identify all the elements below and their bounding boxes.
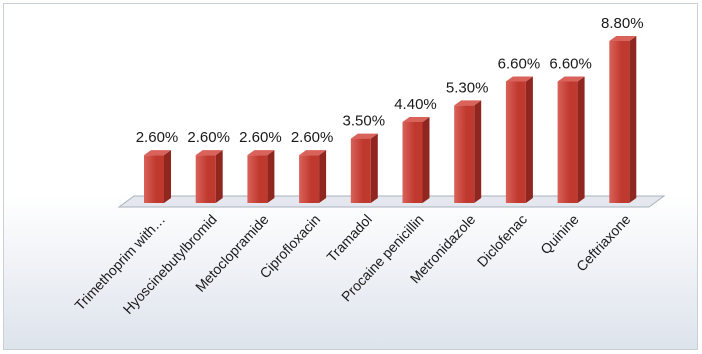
value-label: 2.60% bbox=[136, 129, 179, 146]
bar-top bbox=[299, 150, 327, 156]
bar-8 bbox=[505, 76, 533, 203]
value-label: 4.40% bbox=[394, 96, 437, 113]
bar-side bbox=[474, 100, 482, 203]
bar-top bbox=[505, 76, 533, 82]
value-label: 3.50% bbox=[343, 113, 386, 130]
value-label: 2.60% bbox=[187, 129, 230, 146]
bar-side bbox=[267, 150, 275, 203]
bar-side bbox=[370, 133, 378, 203]
value-label: 5.30% bbox=[446, 79, 489, 96]
value-label: 2.60% bbox=[239, 129, 282, 146]
bar-front bbox=[402, 122, 423, 203]
bar-top bbox=[195, 150, 223, 156]
bar-chart: 2.60% 2.60% 2.60% 2.60% 3.50% 4.40% 5.30% 6.60%… bbox=[4, 4, 697, 349]
bar-top bbox=[609, 36, 637, 41]
bar-front bbox=[299, 155, 320, 203]
value-label: 2.60% bbox=[291, 129, 334, 146]
bar-7 bbox=[454, 100, 482, 203]
bar-top bbox=[247, 150, 275, 156]
bar-5 bbox=[350, 133, 378, 203]
value-label: 6.60% bbox=[549, 56, 592, 73]
bar-side bbox=[164, 150, 171, 203]
bar-top bbox=[402, 117, 430, 122]
bar-top bbox=[454, 100, 482, 106]
bar-side bbox=[525, 76, 533, 203]
value-label: 8.80% bbox=[601, 15, 644, 32]
bar-front bbox=[609, 41, 630, 203]
bar-3 bbox=[247, 150, 275, 203]
bar-front bbox=[557, 81, 578, 203]
bar-top bbox=[350, 133, 378, 139]
value-label: 6.60% bbox=[498, 56, 541, 73]
bar-top bbox=[144, 150, 171, 156]
bar-4 bbox=[299, 150, 327, 203]
bar-top bbox=[557, 76, 585, 82]
bar-side bbox=[422, 117, 430, 203]
bar-1 bbox=[144, 150, 171, 203]
bar-10 bbox=[609, 36, 637, 203]
bar-6 bbox=[402, 117, 430, 203]
bar-front bbox=[454, 105, 475, 203]
bar-2 bbox=[195, 150, 223, 203]
bar-front bbox=[505, 81, 526, 203]
bar-side bbox=[629, 36, 637, 203]
bar-side bbox=[577, 76, 585, 203]
bar-side bbox=[215, 150, 223, 203]
bar-front bbox=[350, 138, 371, 203]
bar-front bbox=[247, 155, 268, 203]
bar-front bbox=[195, 155, 216, 203]
chart-frame: 2.60% 2.60% 2.60% 2.60% 3.50% 4.40% 5.30% 6.60%… bbox=[3, 3, 698, 350]
bar-9 bbox=[557, 76, 585, 203]
bar-side bbox=[319, 150, 327, 203]
bar-front bbox=[144, 155, 164, 203]
